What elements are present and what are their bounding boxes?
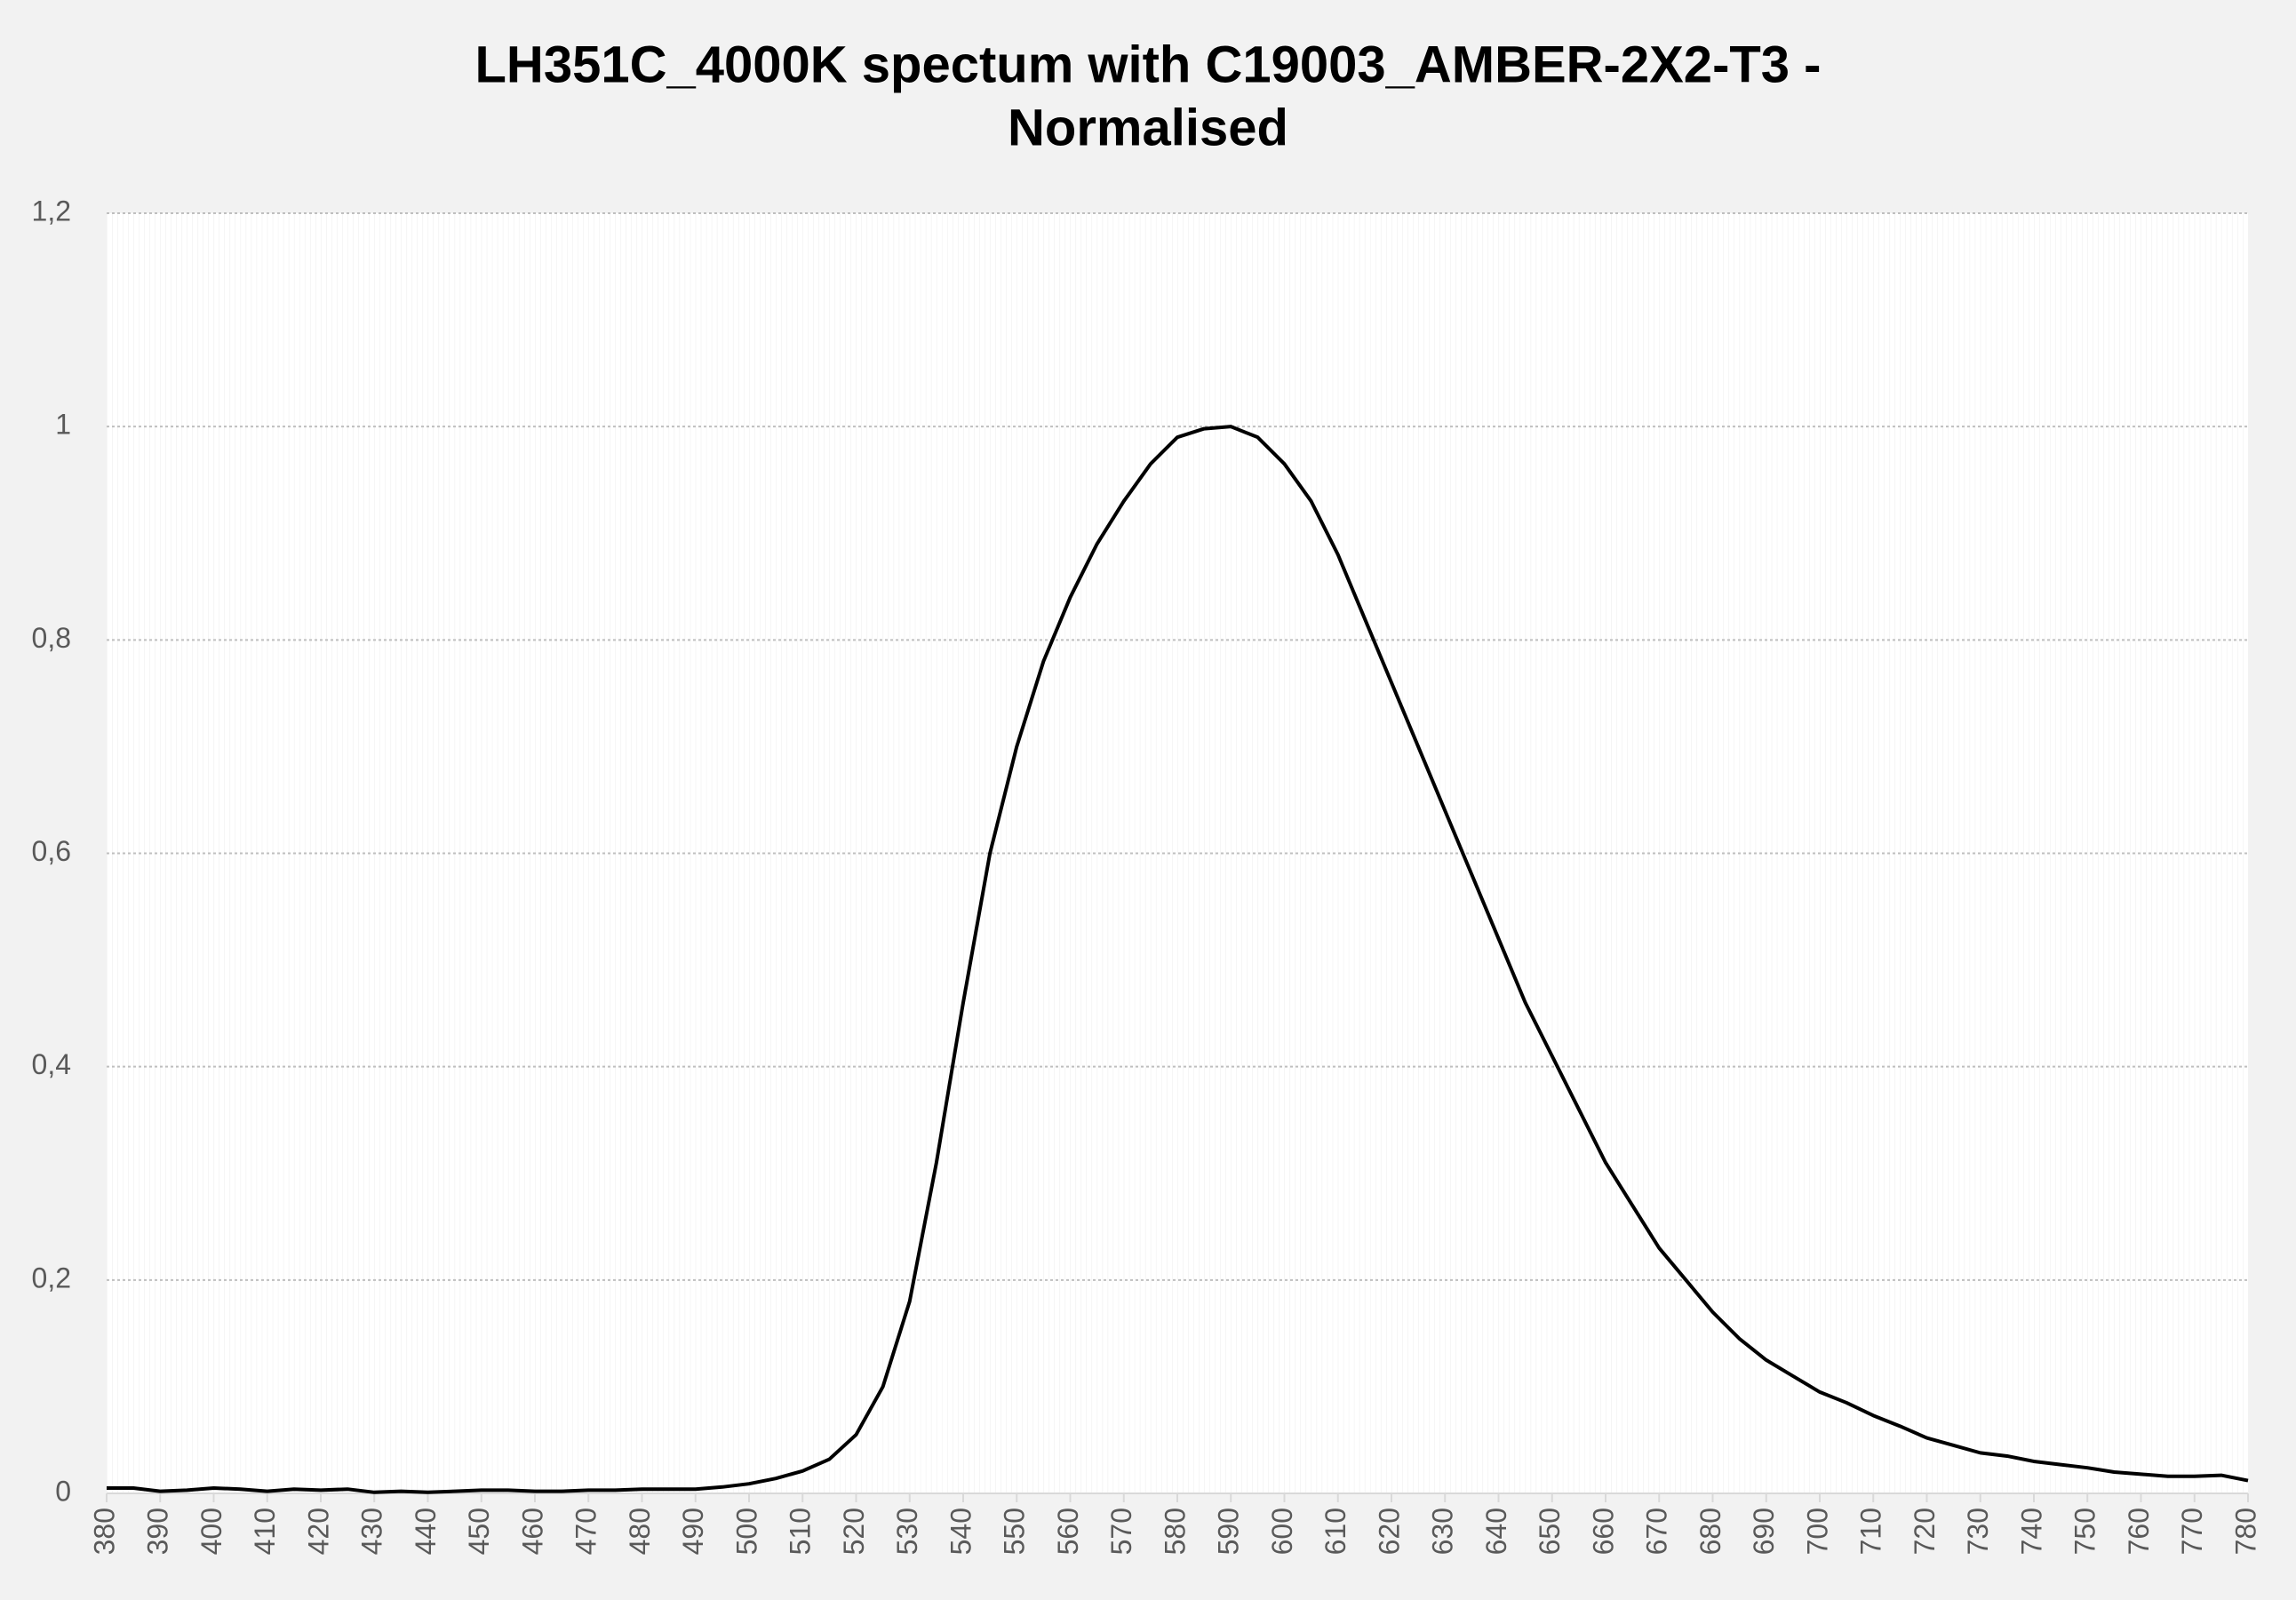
chart-title: LH351C_4000K spectum with C19003_AMBER-2… [475,36,1822,93]
x-tick-label: 780 [2229,1508,2261,1555]
x-tick-label: 740 [2015,1508,2047,1555]
x-tick-label: 760 [2123,1508,2155,1555]
x-tick-label: 380 [88,1508,120,1555]
y-tick-label: 1,2 [32,195,71,227]
x-tick-label: 430 [356,1508,388,1555]
x-tick-label: 550 [999,1508,1031,1555]
y-tick-label: 0,2 [32,1262,71,1294]
x-tick-label: 570 [1105,1508,1137,1555]
x-tick-label: 490 [677,1508,709,1555]
x-tick-label: 580 [1159,1508,1191,1555]
line-series [107,425,2249,1494]
x-tick-label: 590 [1213,1508,1245,1555]
x-tick-label: 640 [1480,1508,1512,1555]
x-tick-label: 440 [410,1508,442,1555]
x-tick-label: 700 [1801,1508,1833,1555]
x-tick-label: 680 [1694,1508,1726,1555]
x-tick-label: 520 [838,1508,870,1555]
x-tick-label: 630 [1427,1508,1459,1555]
y-tick-label: 0,4 [32,1048,71,1080]
x-tick-label: 730 [1962,1508,1994,1555]
x-tick-label: 450 [463,1508,495,1555]
x-tick-label: 460 [516,1508,548,1555]
y-tick-label: 0 [55,1475,71,1507]
x-tick-label: 510 [785,1508,817,1555]
x-tick-label: 750 [2069,1508,2101,1555]
x-tick-label: 610 [1319,1508,1351,1555]
x-tick-label: 530 [891,1508,923,1555]
x-tick-label: 540 [945,1508,977,1555]
x-tick-label: 690 [1748,1508,1780,1555]
y-tick-label: 0,8 [32,622,71,654]
x-tick-label: 600 [1266,1508,1298,1555]
x-tick-label: 470 [570,1508,602,1555]
x-tick-label: 720 [1909,1508,1941,1555]
y-tick-label: 0,6 [32,835,71,867]
x-tick-label: 480 [624,1508,656,1555]
x-tick-label: 390 [142,1508,174,1555]
minor-grid [107,213,2248,1493]
x-tick-label: 400 [195,1508,227,1555]
y-tick-label: 1 [55,409,71,441]
x-tick-label: 410 [249,1508,281,1555]
x-tick-label: 660 [1587,1508,1619,1555]
x-tick-label: 420 [302,1508,334,1555]
x-tick-label: 500 [730,1508,762,1555]
x-tick-label: 670 [1641,1508,1673,1555]
x-tick-label: 620 [1373,1508,1405,1555]
x-tick-label: 650 [1534,1508,1566,1555]
x-tick-label: 560 [1052,1508,1084,1555]
chart-title: Normalised [1008,99,1288,156]
x-tick-label: 710 [1855,1508,1887,1555]
x-tick-label: 770 [2176,1508,2208,1555]
